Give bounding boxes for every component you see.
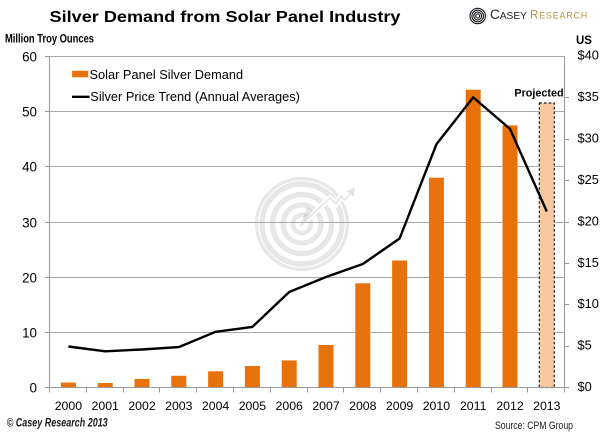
svg-text:2005: 2005 [239, 399, 267, 413]
svg-text:30: 30 [22, 215, 37, 230]
svg-text:$10: $10 [578, 296, 599, 311]
svg-text:Silver Price Trend (Annual Ave: Silver Price Trend (Annual Averages) [90, 89, 300, 104]
svg-text:2013: 2013 [533, 399, 561, 413]
svg-text:2006: 2006 [276, 399, 304, 413]
svg-text:2010: 2010 [423, 399, 451, 413]
svg-text:20: 20 [22, 270, 37, 285]
svg-text:2012: 2012 [496, 399, 524, 413]
svg-text:$15: $15 [578, 255, 599, 270]
svg-text:2011: 2011 [460, 399, 487, 413]
svg-text:RESEARCH: RESEARCH [530, 10, 587, 22]
svg-text:Silver Demand from Solar Panel: Silver Demand from Solar Panel Industry [50, 9, 401, 26]
svg-text:$35: $35 [578, 89, 599, 104]
svg-text:Source: CPM Group: Source: CPM Group [495, 420, 573, 432]
svg-text:$30: $30 [578, 131, 599, 146]
svg-text:2002: 2002 [128, 399, 156, 413]
svg-text:CASEY: CASEY [490, 7, 527, 22]
svg-text:10: 10 [22, 325, 37, 340]
svg-text:$20: $20 [578, 213, 599, 228]
svg-text:2001: 2001 [92, 399, 120, 413]
svg-text:2008: 2008 [349, 399, 377, 413]
svg-text:2007: 2007 [312, 399, 340, 413]
svg-text:Projected: Projected [514, 88, 563, 100]
svg-text:60: 60 [22, 49, 37, 64]
svg-text:2009: 2009 [386, 399, 414, 413]
svg-text:$5: $5 [578, 338, 592, 353]
svg-text:2000: 2000 [55, 399, 83, 413]
svg-text:2003: 2003 [165, 399, 193, 413]
svg-text:$40: $40 [578, 48, 599, 63]
svg-text:Million Troy Ounces: Million Troy Ounces [5, 33, 94, 45]
svg-text:0: 0 [30, 380, 37, 395]
svg-text:US: US [576, 35, 592, 47]
svg-text:$25: $25 [578, 172, 599, 187]
svg-text:2004: 2004 [202, 399, 230, 413]
svg-text:© Casey Research 2013: © Casey Research 2013 [7, 417, 108, 429]
svg-text:Solar Panel Silver Demand: Solar Panel Silver Demand [90, 67, 244, 82]
svg-text:$0: $0 [578, 379, 592, 394]
svg-text:40: 40 [22, 159, 37, 174]
svg-text:50: 50 [22, 104, 37, 119]
